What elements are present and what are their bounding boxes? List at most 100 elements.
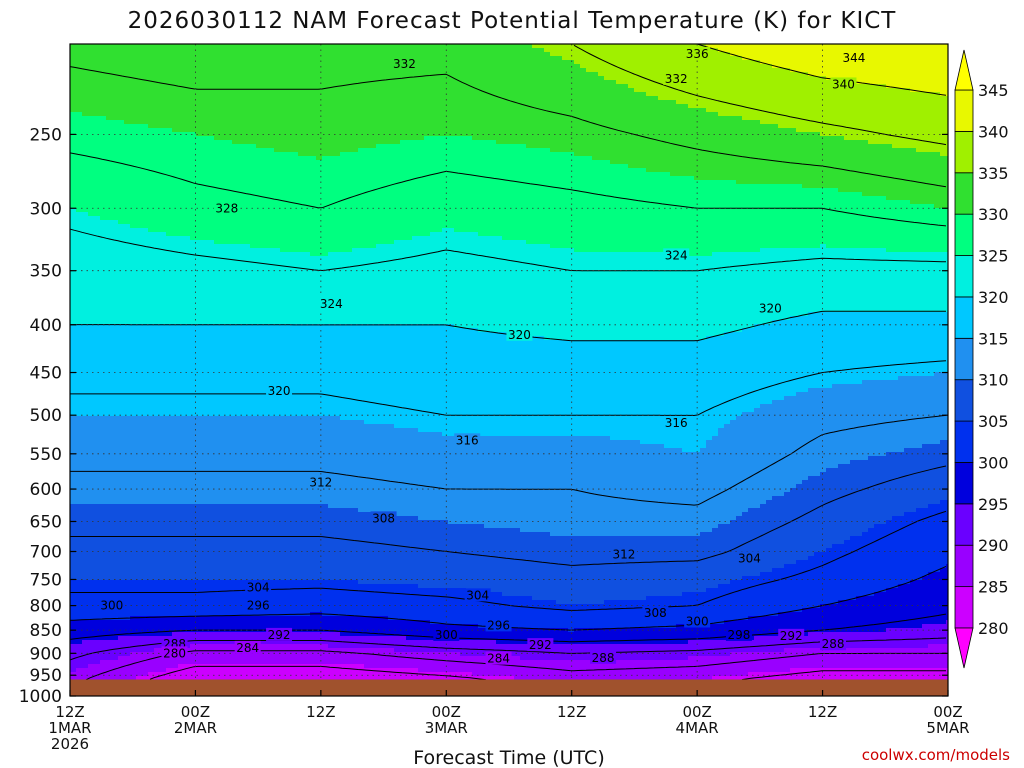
fill-cell bbox=[94, 228, 101, 233]
fill-cell bbox=[208, 556, 215, 561]
fill-cell bbox=[184, 140, 191, 145]
fill-cell bbox=[214, 272, 221, 277]
fill-cell bbox=[88, 380, 95, 385]
fill-cell bbox=[184, 388, 191, 393]
fill-cell bbox=[238, 160, 245, 165]
fill-cell bbox=[106, 468, 113, 473]
fill-cell bbox=[214, 428, 221, 433]
fill-cell bbox=[76, 444, 83, 449]
fill-cell bbox=[136, 320, 143, 325]
fill-cell bbox=[124, 624, 131, 629]
fill-cell bbox=[226, 444, 233, 449]
fill-cell bbox=[166, 356, 173, 361]
fill-cell bbox=[112, 528, 119, 533]
fill-cell bbox=[244, 92, 251, 97]
fill-cell bbox=[82, 676, 89, 681]
fill-cell bbox=[190, 488, 197, 493]
fill-cell bbox=[244, 112, 251, 117]
fill-cell bbox=[166, 604, 173, 609]
fill-cell bbox=[226, 88, 233, 93]
fill-cell bbox=[226, 124, 233, 129]
fill-cell bbox=[148, 212, 155, 217]
fill-cell bbox=[106, 108, 113, 113]
fill-cell bbox=[100, 356, 107, 361]
fill-cell bbox=[178, 536, 185, 541]
fill-cell bbox=[130, 336, 137, 341]
fill-cell bbox=[106, 452, 113, 457]
fill-cell bbox=[238, 128, 245, 133]
fill-cell bbox=[178, 104, 185, 109]
fill-cell bbox=[190, 468, 197, 473]
fill-cell bbox=[160, 452, 167, 457]
fill-cell bbox=[244, 236, 251, 241]
fill-cell bbox=[142, 604, 149, 609]
fill-cell bbox=[154, 476, 161, 481]
fill-cell bbox=[178, 612, 185, 617]
fill-cell bbox=[136, 332, 143, 337]
fill-cell bbox=[232, 592, 239, 597]
fill-cell bbox=[232, 652, 239, 657]
fill-cell bbox=[202, 104, 209, 109]
fill-cell bbox=[166, 584, 173, 589]
fill-cell bbox=[172, 44, 179, 49]
fill-cell bbox=[106, 280, 113, 285]
fill-cell bbox=[70, 248, 77, 253]
fill-cell bbox=[214, 624, 221, 629]
fill-cell bbox=[100, 164, 107, 169]
fill-cell bbox=[190, 232, 197, 237]
fill-cell bbox=[190, 396, 197, 401]
fill-cell bbox=[238, 196, 245, 201]
fill-cell bbox=[142, 412, 149, 417]
fill-cell bbox=[238, 448, 245, 453]
fill-cell bbox=[190, 344, 197, 349]
fill-cell bbox=[106, 532, 113, 537]
fill-cell bbox=[172, 304, 179, 309]
fill-cell bbox=[244, 672, 251, 677]
fill-cell bbox=[88, 484, 95, 489]
fill-cell bbox=[166, 384, 173, 389]
fill-cell bbox=[220, 500, 227, 505]
fill-cell bbox=[160, 480, 167, 485]
fill-cell bbox=[82, 124, 89, 129]
fill-cell bbox=[106, 360, 113, 365]
fill-cell bbox=[178, 380, 185, 385]
fill-cell bbox=[220, 408, 227, 413]
fill-cell bbox=[82, 84, 89, 89]
fill-cell bbox=[220, 332, 227, 337]
fill-cell bbox=[184, 536, 191, 541]
fill-cell bbox=[94, 412, 101, 417]
fill-cell bbox=[232, 440, 239, 445]
fill-cell bbox=[76, 100, 83, 105]
fill-cell bbox=[82, 360, 89, 365]
fill-cell bbox=[76, 432, 83, 437]
fill-cell bbox=[112, 412, 119, 417]
fill-cell bbox=[88, 588, 95, 593]
fill-cell bbox=[226, 244, 233, 249]
fill-cell bbox=[184, 96, 191, 101]
fill-cell bbox=[160, 540, 167, 545]
fill-cell bbox=[106, 376, 113, 381]
fill-cell bbox=[160, 220, 167, 225]
fill-cell bbox=[214, 104, 221, 109]
fill-cell bbox=[76, 572, 83, 577]
fill-cell bbox=[112, 324, 119, 329]
fill-cell bbox=[226, 228, 233, 233]
fill-cell bbox=[172, 204, 179, 209]
fill-cell bbox=[118, 536, 125, 541]
fill-cell bbox=[130, 484, 137, 489]
fill-cell bbox=[82, 64, 89, 69]
fill-cell bbox=[220, 172, 227, 177]
fill-cell bbox=[112, 152, 119, 157]
fill-cell bbox=[88, 516, 95, 521]
fill-cell bbox=[208, 448, 215, 453]
fill-cell bbox=[166, 592, 173, 597]
fill-cell bbox=[190, 308, 197, 313]
fill-cell bbox=[244, 156, 251, 161]
fill-cell bbox=[94, 528, 101, 533]
fill-cell bbox=[160, 160, 167, 165]
fill-cell bbox=[232, 320, 239, 325]
fill-cell bbox=[160, 288, 167, 293]
fill-cell bbox=[100, 44, 107, 49]
fill-cell bbox=[124, 376, 131, 381]
fill-cell bbox=[124, 544, 131, 549]
